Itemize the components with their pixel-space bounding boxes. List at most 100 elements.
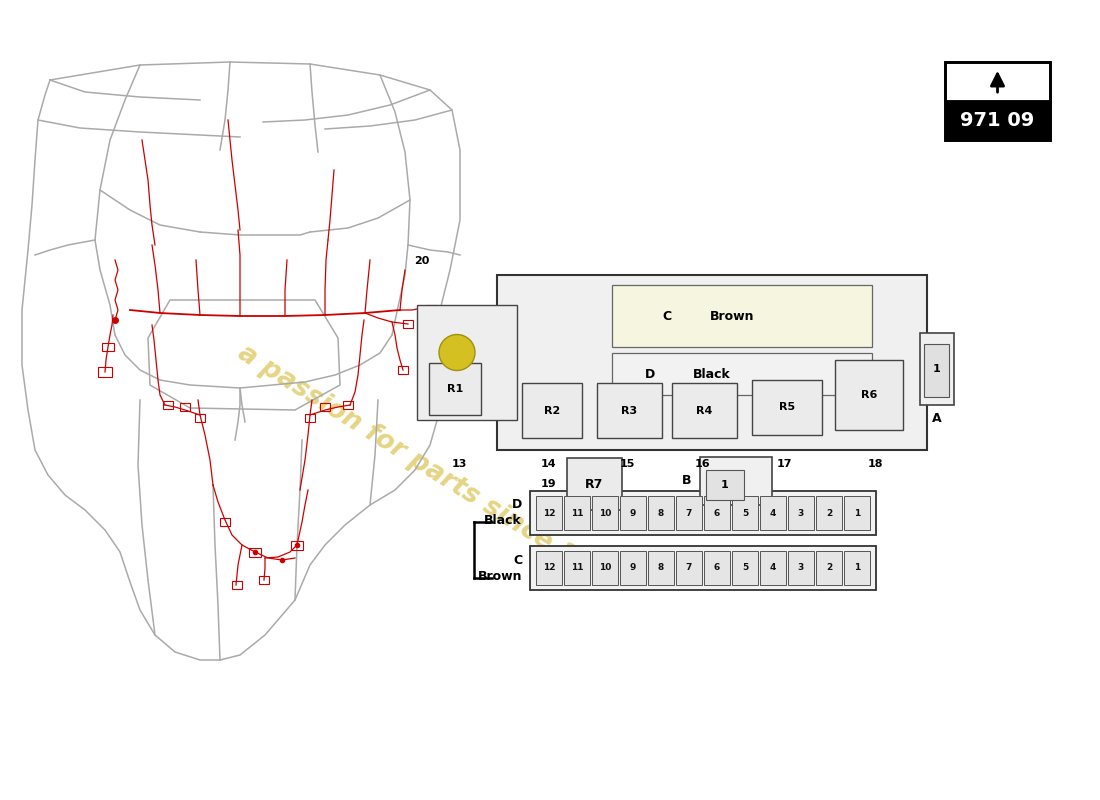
Text: B: B (682, 474, 692, 487)
Bar (816, 496, 842, 530)
Bar (258, 576, 270, 584)
Text: R3: R3 (621, 406, 638, 415)
Text: 8: 8 (658, 509, 664, 518)
Text: 12: 12 (542, 509, 556, 518)
Text: R4: R4 (696, 406, 713, 415)
Bar (945, 62, 1050, 101)
Bar (424, 343, 436, 353)
Bar (620, 551, 646, 585)
Text: 11: 11 (571, 509, 583, 518)
Bar (844, 551, 870, 585)
Text: a passion for parts since 1985: a passion for parts since 1985 (233, 340, 627, 600)
Text: 17: 17 (777, 459, 792, 469)
Bar (620, 496, 646, 530)
Text: 1: 1 (854, 509, 860, 518)
Bar (220, 518, 230, 526)
Text: Black: Black (693, 367, 730, 381)
Bar (530, 491, 876, 535)
Bar (676, 551, 702, 585)
Text: D: D (645, 367, 656, 381)
Circle shape (439, 334, 475, 370)
Text: 10: 10 (598, 563, 612, 573)
Text: 15: 15 (619, 459, 635, 469)
Bar (844, 496, 870, 530)
Bar (816, 551, 842, 585)
Text: 6: 6 (714, 563, 720, 573)
Text: 13: 13 (451, 459, 466, 469)
Bar (564, 496, 590, 530)
Bar (945, 62, 1050, 140)
Bar (835, 360, 903, 430)
Bar (343, 401, 353, 409)
Bar (497, 275, 927, 450)
Text: R2: R2 (543, 406, 560, 415)
Bar (592, 551, 618, 585)
Bar (732, 551, 758, 585)
Text: A: A (932, 411, 942, 425)
Text: 9: 9 (630, 509, 636, 518)
Text: 4: 4 (770, 509, 777, 518)
Text: 16: 16 (695, 459, 711, 469)
Bar (704, 496, 730, 530)
Text: 4: 4 (770, 563, 777, 573)
Bar (536, 496, 562, 530)
Text: 10: 10 (598, 509, 612, 518)
Text: D
Black: D Black (484, 498, 522, 527)
Text: 7: 7 (685, 509, 692, 518)
Text: Brown: Brown (710, 310, 755, 322)
Bar (732, 496, 758, 530)
Text: C
Brown: C Brown (477, 554, 522, 582)
Bar (648, 551, 674, 585)
Text: 971 09: 971 09 (960, 111, 1035, 130)
Text: 11: 11 (571, 563, 583, 573)
Text: R6: R6 (861, 390, 877, 400)
Text: 5: 5 (741, 563, 748, 573)
Bar (292, 541, 302, 550)
Bar (536, 551, 562, 585)
Bar (163, 401, 173, 409)
Bar (612, 353, 872, 395)
Bar (648, 496, 674, 530)
Text: 2: 2 (826, 563, 832, 573)
Bar (403, 320, 412, 328)
Bar (320, 403, 330, 411)
Bar (249, 547, 261, 557)
Bar (920, 333, 954, 405)
Bar (700, 457, 772, 505)
Text: 9: 9 (630, 563, 636, 573)
Text: 18: 18 (867, 459, 882, 469)
Text: R5: R5 (779, 402, 795, 413)
Bar (676, 496, 702, 530)
Bar (760, 551, 786, 585)
Bar (98, 367, 112, 377)
Text: 20: 20 (415, 256, 430, 266)
Text: 1: 1 (722, 480, 729, 490)
Bar (195, 414, 205, 422)
Bar (704, 551, 730, 585)
Bar (945, 101, 1050, 140)
Bar (429, 363, 481, 415)
Text: R7: R7 (585, 478, 604, 490)
Bar (592, 496, 618, 530)
Text: 7: 7 (685, 563, 692, 573)
Bar (305, 414, 315, 422)
Bar (426, 305, 438, 315)
Bar (788, 551, 814, 585)
Bar (564, 551, 590, 585)
Text: 19: 19 (541, 479, 557, 489)
Text: 12: 12 (542, 563, 556, 573)
Bar (522, 383, 582, 438)
Bar (102, 343, 114, 351)
Text: C: C (662, 310, 672, 322)
Bar (566, 458, 621, 510)
Bar (788, 496, 814, 530)
Bar (924, 344, 949, 397)
Text: 3: 3 (798, 509, 804, 518)
Text: 5: 5 (741, 509, 748, 518)
Bar (530, 546, 876, 590)
Bar (180, 403, 190, 411)
Text: 1: 1 (854, 563, 860, 573)
Text: 6: 6 (714, 509, 720, 518)
Text: 2: 2 (826, 509, 832, 518)
Text: R1: R1 (447, 384, 463, 394)
